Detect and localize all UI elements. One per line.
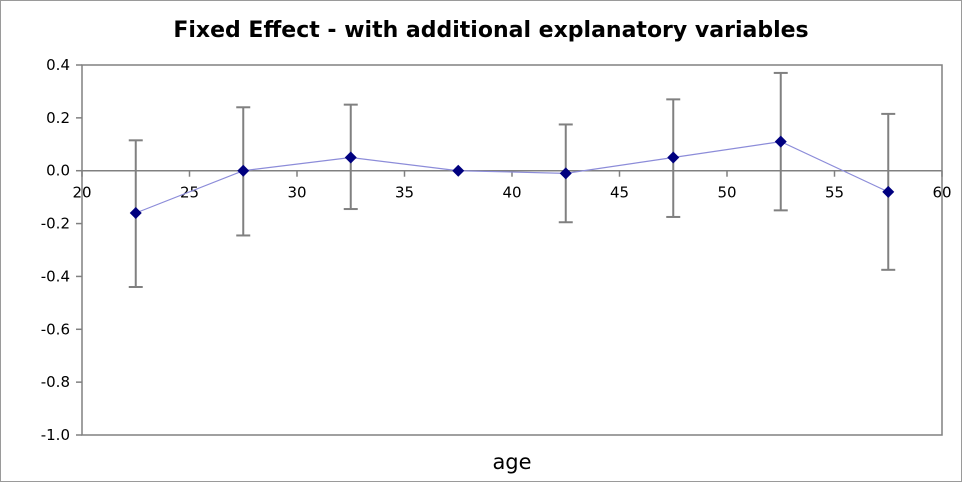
x-tick-label: 45 xyxy=(610,184,629,202)
y-tick-label: -1.0 xyxy=(41,426,70,444)
data-point-marker xyxy=(882,185,895,198)
data-point-marker xyxy=(667,151,680,164)
data-point-marker xyxy=(129,207,142,219)
x-tick-label: 25 xyxy=(180,184,199,202)
y-tick-label: -0.4 xyxy=(41,267,70,285)
x-tick-label: 55 xyxy=(825,184,844,202)
x-tick-label: 35 xyxy=(395,184,414,202)
y-tick-label: 0.2 xyxy=(46,109,70,127)
data-point-marker xyxy=(237,164,250,177)
x-axis-label: age xyxy=(492,450,531,474)
series-line xyxy=(135,141,889,214)
data-point-marker xyxy=(452,164,465,177)
markers-group xyxy=(129,135,895,219)
data-point-marker xyxy=(559,167,572,180)
y-tick-label: 0.0 xyxy=(46,162,70,180)
y-tick-label: -0.2 xyxy=(41,215,70,233)
x-tick-label: 50 xyxy=(717,184,736,202)
series-line-group xyxy=(135,141,889,214)
data-point-marker xyxy=(774,135,787,148)
y-tick-label: 0.4 xyxy=(46,56,70,74)
x-tick-label: 20 xyxy=(72,184,91,202)
chart-title: Fixed Effect - with additional explanato… xyxy=(173,18,808,43)
data-point-marker xyxy=(344,151,357,164)
x-tick-label: 40 xyxy=(502,184,521,202)
x-tick-label: 60 xyxy=(932,184,951,202)
plot-area xyxy=(81,64,943,436)
axes-group: 0.4 0.2 0.0 -0.2 -0.4 -0.6 -0.8 -1.0 20 25 30 35 40 4… xyxy=(41,56,952,444)
y-tick-label: -0.6 xyxy=(41,320,70,338)
y-tick-label: -0.8 xyxy=(41,373,70,391)
x-tick-label: 30 xyxy=(287,184,306,202)
